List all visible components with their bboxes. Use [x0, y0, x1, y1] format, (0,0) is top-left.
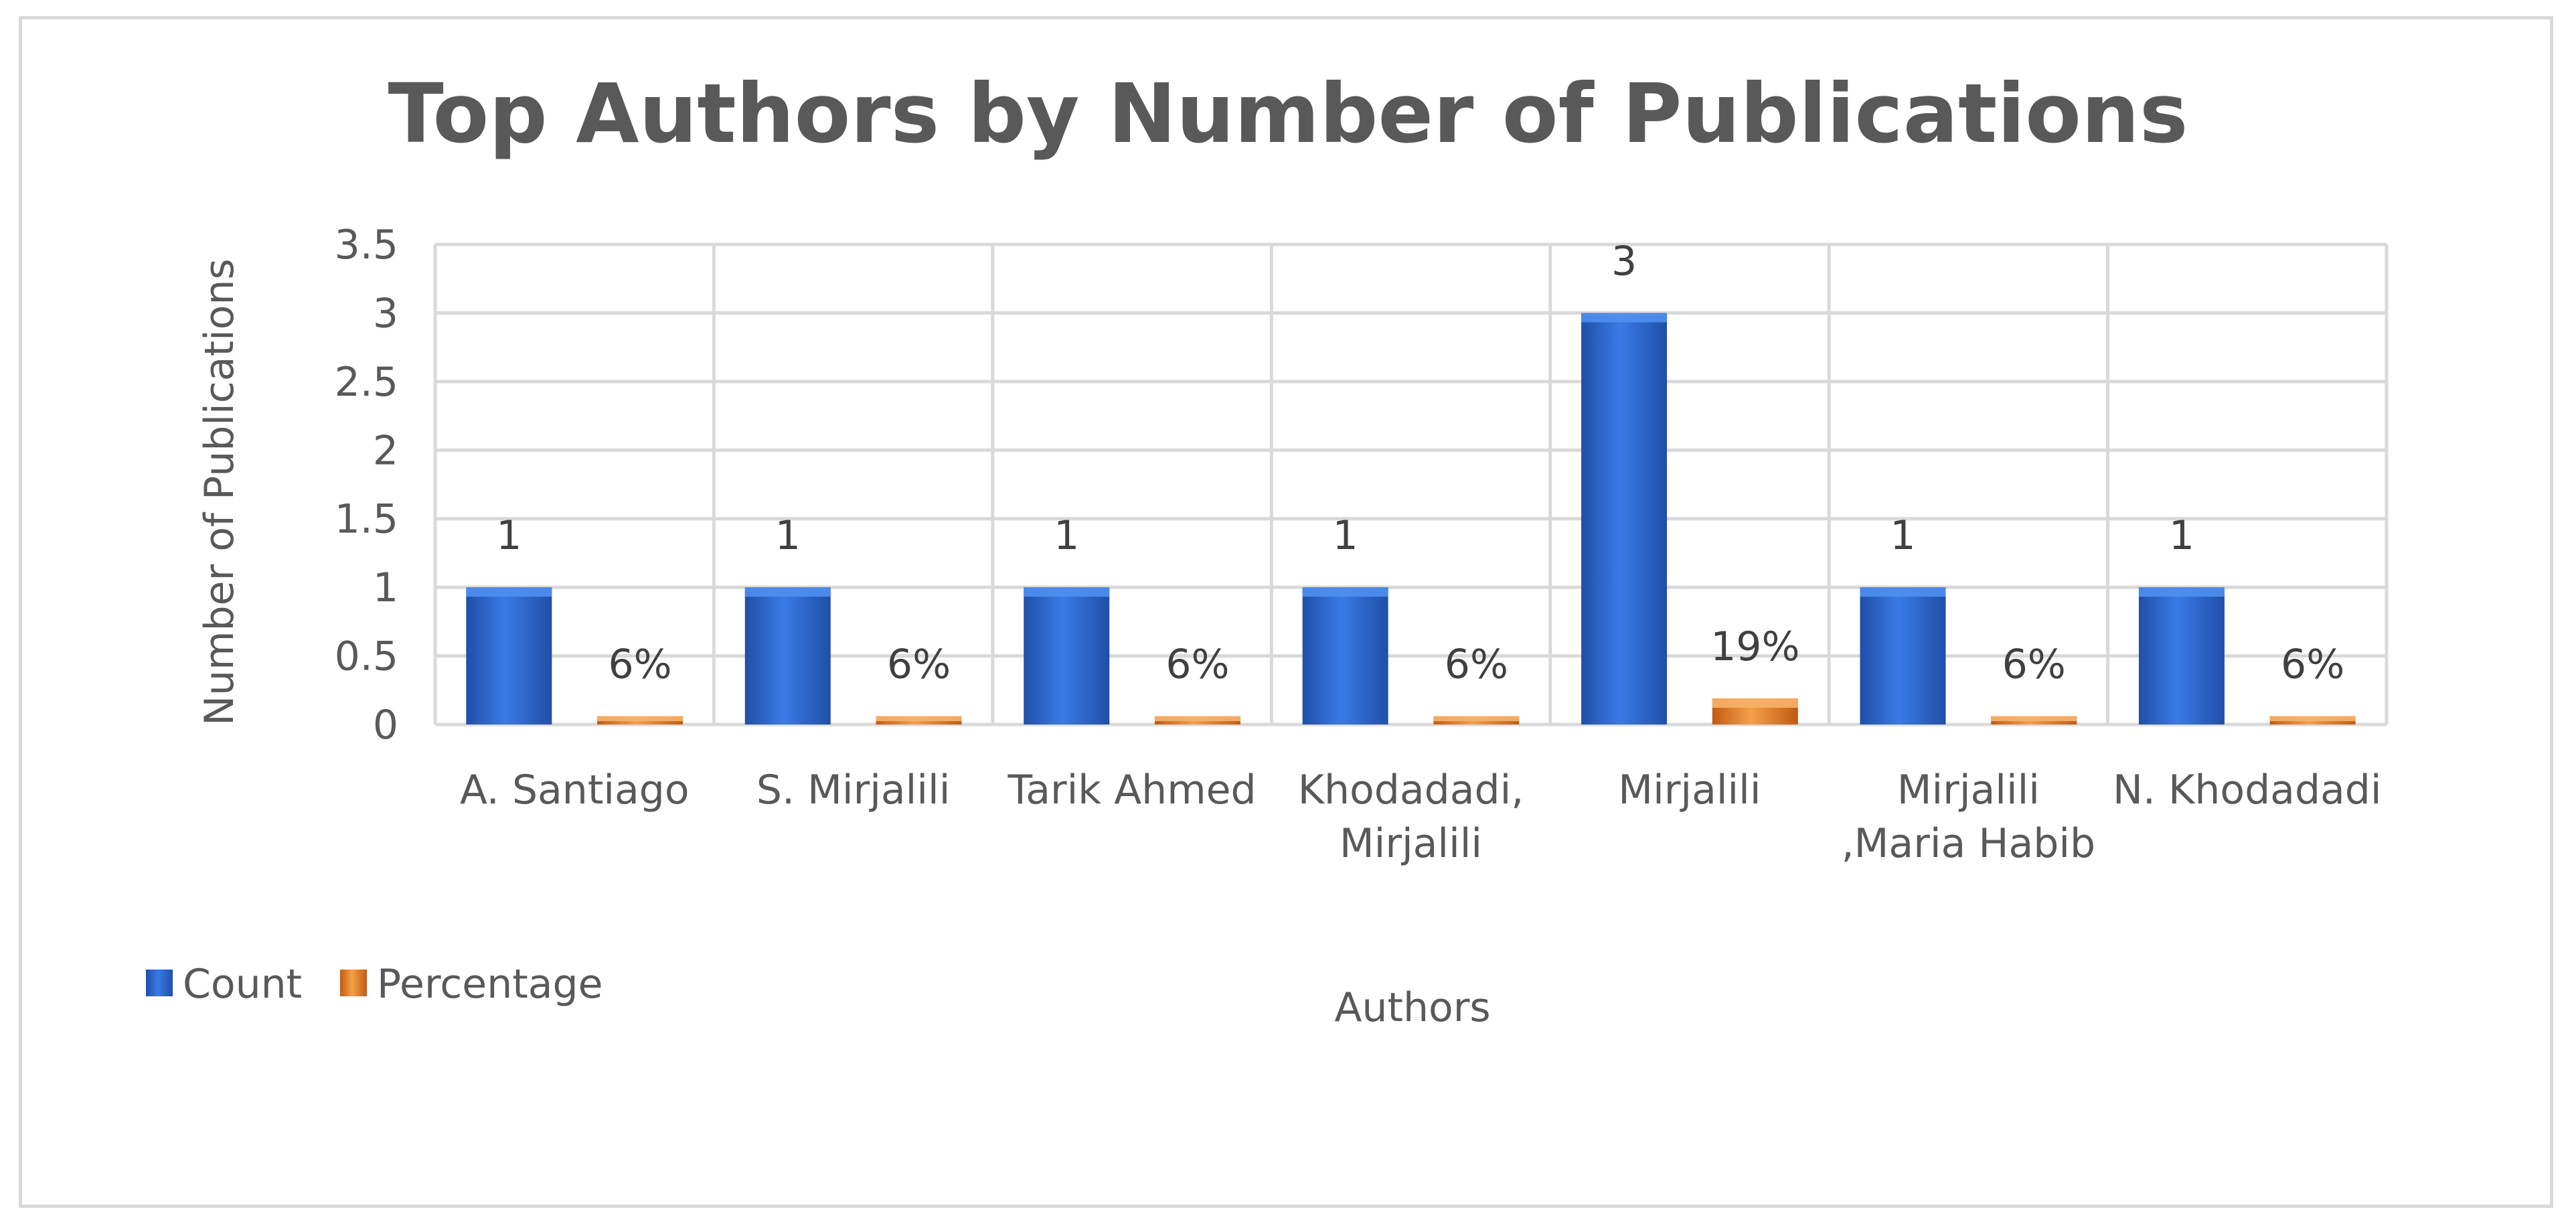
y-tick-label: 1.5	[335, 496, 398, 543]
data-label-percentage: 6%	[608, 641, 671, 688]
legend-swatch-percentage	[340, 970, 367, 996]
y-tick-label: 1	[373, 564, 398, 611]
y-axis-ticks: 0 0.5 1 1.5 2 2.5 3 3.5	[335, 222, 398, 749]
x-tick-label: N. Khodadadi	[2113, 767, 2382, 814]
legend-label-percentage: Percentage	[377, 961, 603, 1008]
data-labels: 1 1 1 1 3 1 1 6% 6% 6% 6% 19% 6% 6%	[496, 238, 2344, 688]
data-label-percentage: 6%	[887, 641, 951, 688]
bar-bevel-count	[1860, 587, 1946, 597]
y-tick-label: 2	[373, 427, 398, 474]
bar-count	[466, 587, 552, 724]
bar-bevel-percentage	[876, 716, 962, 722]
x-axis-title: Authors	[1334, 984, 1490, 1031]
y-tick-label: 0.5	[335, 633, 398, 680]
data-label-percentage: 6%	[1165, 641, 1229, 688]
bar-bevel-percentage	[1433, 716, 1520, 722]
x-tick-label: Khodadadi,	[1298, 767, 1524, 814]
data-label-percentage: 6%	[1445, 641, 1508, 688]
data-label-percentage: 6%	[2002, 641, 2066, 688]
data-label-count: 1	[775, 512, 801, 559]
data-label-count: 1	[496, 512, 521, 559]
data-label-percentage: 6%	[2281, 641, 2344, 688]
bar-bevel-count	[1302, 587, 1388, 597]
bar-bevel-count	[744, 587, 831, 597]
x-tick-label: S. Mirjalili	[756, 767, 950, 814]
y-axis-title: Number of Publications	[196, 258, 243, 726]
bar-bevel-percentage	[1712, 698, 1798, 708]
bar-bevel-percentage	[1991, 716, 2077, 722]
data-label-count: 1	[2169, 512, 2194, 559]
x-tick-label: Mirjalili	[1618, 767, 1761, 814]
y-tick-label: 3.5	[335, 222, 398, 268]
x-axis-ticks: A. Santiago S. Mirjalili Tarik Ahmed Khodad…	[460, 767, 2382, 867]
bar-count	[1024, 587, 1110, 724]
data-label-count: 3	[1611, 238, 1637, 285]
legend-label-count: Count	[183, 961, 302, 1008]
bar-count	[2138, 587, 2225, 724]
data-label-count: 1	[1054, 512, 1079, 559]
bar-bevel-count	[1024, 587, 1110, 597]
y-tick-label: 3	[373, 290, 398, 337]
chart-title: Top Authors by Number of Publications	[388, 66, 2188, 161]
data-label-count: 1	[1890, 512, 1915, 559]
legend-swatch-count	[146, 970, 173, 996]
x-tick-label: Mirjalili	[1340, 820, 1482, 867]
bar-bevel-percentage	[2269, 716, 2356, 722]
x-tick-label: Tarik Ahmed	[1007, 767, 1256, 814]
bar-count	[1860, 587, 1946, 724]
legend: Count Percentage	[146, 961, 603, 1008]
x-tick-label: Mirjalili	[1897, 767, 2040, 814]
bar-count	[1302, 587, 1388, 724]
bar-bevel-percentage	[1154, 716, 1240, 722]
bar-count	[744, 587, 831, 724]
bar-bevel-count	[1581, 313, 1668, 323]
bar-bevel-count	[466, 587, 552, 597]
x-tick-label: ,Maria Habib	[1842, 820, 2096, 867]
y-tick-label: 2.5	[335, 359, 398, 406]
chart-frame	[19, 16, 2553, 1208]
grid	[433, 242, 2389, 726]
data-label-count: 1	[1333, 512, 1358, 559]
bars	[466, 313, 2356, 724]
data-label-percentage: 19%	[1710, 623, 1799, 670]
bar-bevel-count	[2138, 587, 2225, 597]
y-tick-label: 0	[373, 702, 398, 749]
bar-count	[1581, 313, 1668, 724]
bar-bevel-percentage	[597, 716, 683, 722]
x-tick-label: A. Santiago	[460, 767, 690, 814]
